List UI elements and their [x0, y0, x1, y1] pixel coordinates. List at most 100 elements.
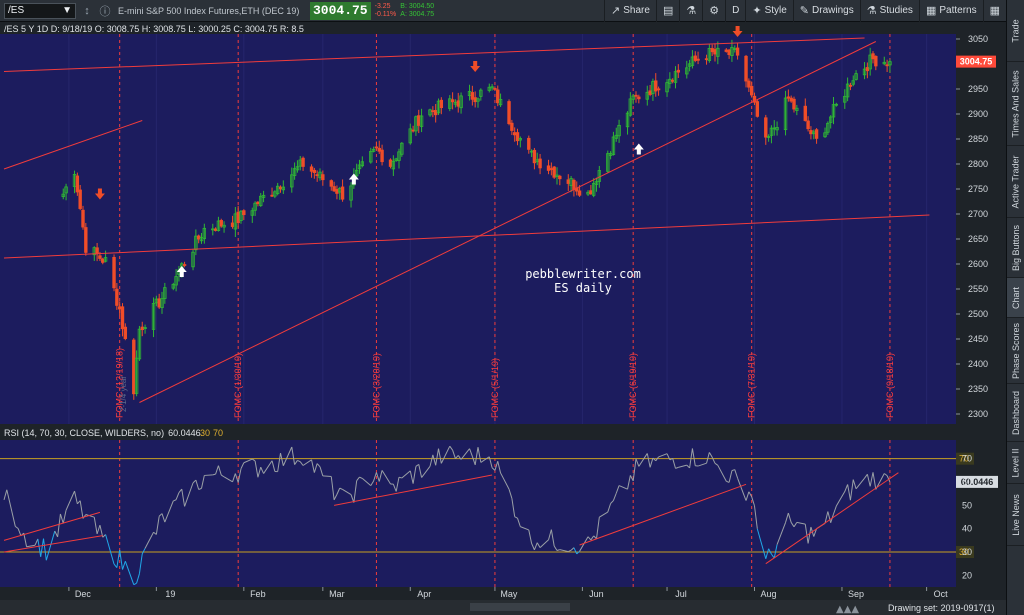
rsi-segment: [398, 476, 402, 479]
rsi-segment: [754, 505, 758, 529]
arrow-down-icon: [470, 61, 481, 72]
candle-body: [61, 193, 65, 198]
patterns-button[interactable]: ▦ Patterns: [918, 0, 983, 22]
candle-body: [332, 186, 336, 192]
candle-body: [515, 132, 520, 142]
rsi-segment: [824, 511, 829, 524]
tab-dashboard[interactable]: Dashboard: [1007, 384, 1024, 442]
tab-active-trader[interactable]: Active Trader: [1007, 146, 1024, 218]
tab-phase-scores-label: Phase Scores: [1011, 322, 1021, 379]
candle-body: [532, 149, 537, 164]
arrow-up-icon: [348, 173, 359, 185]
drawings-button[interactable]: ✎ Drawings: [792, 0, 860, 22]
candle-body: [194, 235, 198, 251]
fomc-label: FOMC (5/1/19): [490, 358, 500, 418]
candle-body: [716, 47, 720, 57]
time-tick-label: Jun: [589, 589, 604, 599]
candle-body: [518, 138, 523, 141]
expand-icon[interactable]: ↕: [84, 4, 90, 17]
candles: [61, 39, 892, 400]
candle-body: [874, 55, 878, 67]
rsi-segment: [102, 534, 106, 538]
rsi-segment: [579, 536, 589, 552]
rsi-segment: [612, 493, 617, 501]
tab-dashboard-label: Dashboard: [1011, 390, 1021, 435]
rsi-segment: [711, 456, 716, 464]
tab-phase-scores[interactable]: Phase Scores: [1007, 318, 1024, 384]
instrument-description: E-mini S&P 500 Index Futures,ETH (DEC 19…: [118, 5, 300, 16]
candle-body: [795, 107, 799, 111]
chevron-down-icon: ▼: [62, 5, 72, 16]
candle-body: [851, 80, 855, 85]
price-axis[interactable]: [956, 34, 1006, 424]
rsi-segment: [6, 489, 16, 527]
symbol-label: /ES: [8, 5, 25, 16]
candle-body: [591, 183, 596, 196]
settings-button[interactable]: ⚙: [702, 0, 725, 22]
rsi-segment: [435, 448, 439, 466]
rsi-segment: [646, 453, 651, 468]
rsi-segment: [122, 561, 126, 570]
rsi-segment: [291, 446, 296, 465]
rsi-segment: [813, 528, 818, 537]
flask-icon: ⚗: [686, 5, 697, 17]
aggregation-button[interactable]: D: [725, 0, 745, 22]
tab-times-and-sales[interactable]: Times And Sales: [1007, 62, 1024, 146]
gear-icon: ⚙: [709, 5, 720, 17]
rsi-segment: [599, 511, 609, 518]
rsi-tick-label: 30: [962, 547, 972, 557]
candle-body: [735, 47, 740, 56]
candle-body: [78, 189, 82, 209]
price-trendline: [3, 120, 143, 170]
rsi-segment: [43, 538, 47, 561]
tab-live-news[interactable]: Live News: [1007, 484, 1024, 546]
pencil-icon: ✎: [799, 5, 810, 17]
candle-body: [371, 148, 376, 152]
rsi-segment: [460, 448, 470, 460]
annotation-line-1: pebblewriter.com: [525, 267, 641, 281]
time-axis[interactable]: [0, 587, 956, 600]
resize-grip-icon[interactable]: ▲▲▲: [836, 604, 859, 615]
tab-trade[interactable]: Trade: [1007, 0, 1024, 62]
rsi-segment: [378, 470, 383, 482]
style-button[interactable]: ✦ Style: [745, 0, 792, 22]
candle-body: [783, 97, 788, 131]
rsi-segment: [768, 548, 772, 555]
rsi-segment: [375, 472, 380, 482]
rsi-segment: [494, 461, 499, 471]
candle-body: [685, 67, 689, 75]
price-pane[interactable]: [0, 34, 956, 424]
price-chart[interactable]: /ES 5 Y 1D D: 9/18/19 O: 3008.75 H: 3008…: [0, 22, 1006, 615]
lab-button[interactable]: ⚗: [679, 0, 702, 22]
rsi-segment: [844, 484, 849, 492]
symbol-selector[interactable]: /ES ▼: [4, 2, 76, 19]
price-tick-label: 2800: [968, 159, 988, 169]
rsi-segment: [734, 469, 739, 479]
rsi-segment: [381, 470, 391, 485]
candle-body: [439, 99, 444, 109]
rsi-trendline: [765, 472, 899, 565]
candle-body: [654, 80, 658, 92]
rsi-segment: [277, 453, 281, 472]
scrollbar-thumb[interactable]: [470, 603, 570, 611]
rsi-segment: [652, 457, 657, 462]
candle-body: [487, 86, 491, 91]
candle-body: [450, 99, 455, 103]
rsi-tick-label: 60: [962, 477, 972, 487]
time-tick-label: Aug: [760, 589, 776, 599]
price-tick-label: 2700: [968, 209, 988, 219]
rsi-trendline: [334, 474, 493, 506]
studies-button[interactable]: ⚗ Studies: [859, 0, 919, 22]
candle-body: [261, 194, 266, 198]
time-tick-label: May: [500, 589, 518, 599]
share-button[interactable]: ↗ Share: [604, 0, 656, 22]
tab-level-ii[interactable]: Level II: [1007, 442, 1024, 484]
grid-button[interactable]: ▦: [982, 0, 1006, 22]
compare-button[interactable]: ▤: [655, 0, 679, 22]
info-icon[interactable]: ⓘ: [99, 5, 111, 18]
rsi-segment: [65, 490, 75, 511]
tab-big-buttons[interactable]: Big Buttons: [1007, 218, 1024, 278]
rsi-pane[interactable]: [0, 440, 956, 587]
price-tick-label: 2650: [968, 234, 988, 244]
tab-chart[interactable]: Chart: [1007, 278, 1024, 318]
